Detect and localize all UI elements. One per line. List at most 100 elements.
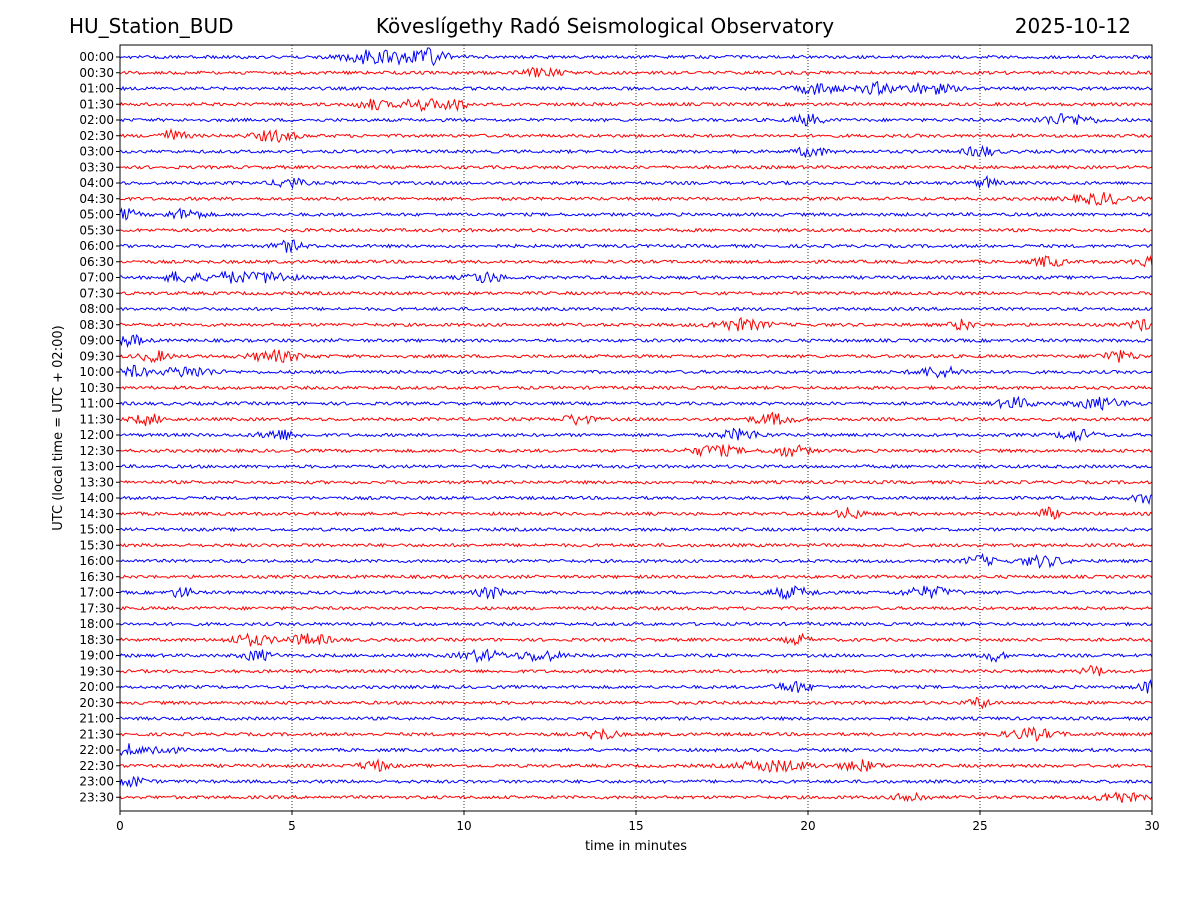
y-tick-label: 10:00: [79, 365, 114, 379]
trace-2000: [119, 678, 1153, 694]
y-tick-label: 17:30: [79, 601, 114, 615]
trace-0730: [119, 290, 1153, 296]
y-tick-label: 19:30: [79, 664, 114, 678]
trace-1330: [119, 479, 1153, 485]
y-tick-label: 23:30: [79, 790, 114, 804]
y-tick-label: 22:30: [79, 759, 114, 773]
trace-0900: [119, 333, 1153, 349]
y-tick-label: 10:30: [79, 381, 114, 395]
trace-0430: [119, 192, 1153, 207]
x-tick-label: 0: [116, 819, 124, 833]
trace-0400: [119, 174, 1153, 190]
y-tick-label: 07:00: [79, 271, 114, 285]
y-tick-label: 22:00: [79, 743, 114, 757]
trace-1600: [119, 552, 1153, 569]
trace-2300: [119, 775, 1153, 788]
y-tick-label: 02:00: [79, 113, 114, 127]
y-tick-label: 19:00: [79, 649, 114, 663]
trace-0200: [119, 113, 1153, 127]
trace-1700: [119, 585, 1153, 601]
chart-date: 2025-10-12: [1014, 14, 1131, 38]
trace-0500: [119, 207, 1153, 221]
y-tick-label: 17:00: [79, 586, 114, 600]
y-tick-label: 03:00: [79, 145, 114, 159]
y-tick-label: 11:00: [79, 397, 114, 411]
y-tick-label: 20:30: [79, 696, 114, 710]
y-axis-label: UTC (local time = UTC + 02:00): [51, 325, 66, 530]
y-tick-label: 12:30: [79, 444, 114, 458]
trace-0630: [119, 254, 1153, 268]
trace-0000: [119, 47, 1153, 67]
y-tick-label: 20:00: [79, 680, 114, 694]
trace-1030: [119, 385, 1153, 391]
trace-0300: [119, 144, 1153, 158]
trace-1930: [119, 665, 1153, 677]
y-tick-label: 04:00: [79, 176, 114, 190]
trace-0800: [119, 306, 1153, 312]
y-tick-label: 08:30: [79, 318, 114, 332]
trace-0230: [119, 127, 1153, 144]
x-tick-label: 15: [628, 819, 643, 833]
y-tick-label: 09:00: [79, 334, 114, 348]
y-tick-label: 14:30: [79, 507, 114, 521]
y-tick-label: 09:30: [79, 349, 114, 363]
trace-2100: [119, 715, 1153, 722]
x-tick-label: 5: [288, 819, 296, 833]
trace-layer: [119, 47, 1153, 803]
trace-0830: [119, 316, 1153, 333]
chart-title: Köveslígethy Radó Seismological Observat…: [375, 14, 835, 38]
y-tick-label: 21:00: [79, 712, 114, 726]
trace-1230: [119, 443, 1153, 458]
trace-1500: [119, 526, 1153, 533]
trace-1300: [120, 463, 1153, 470]
trace-1430: [119, 506, 1153, 520]
trace-1630: [119, 574, 1153, 580]
y-tick-label: 01:00: [79, 82, 114, 96]
y-tick-label: 07:30: [79, 286, 114, 300]
y-tick-label: 23:00: [79, 775, 114, 789]
trace-0700: [119, 270, 1153, 284]
trace-0600: [119, 239, 1153, 253]
y-tick-label: 11:30: [79, 412, 114, 426]
trace-2030: [119, 696, 1153, 710]
trace-1730: [119, 605, 1153, 611]
y-tick-label: 15:30: [79, 538, 114, 552]
x-tick-label: 10: [456, 819, 471, 833]
x-tick-label: 25: [972, 819, 987, 833]
y-tick-label: 02:30: [79, 129, 114, 143]
trace-1200: [119, 427, 1153, 443]
trace-1000: [119, 364, 1153, 379]
y-tick-label: 04:30: [79, 192, 114, 206]
trace-0930: [119, 348, 1153, 364]
trace-0330: [119, 164, 1153, 170]
trace-2200: [119, 743, 1153, 757]
trace-1400: [119, 494, 1153, 505]
trace-1800: [119, 621, 1153, 627]
trace-2130: [119, 726, 1153, 742]
x-tick-label: 30: [1144, 819, 1159, 833]
y-tick-label: 13:30: [79, 475, 114, 489]
x-tick-label: 20: [800, 819, 815, 833]
trace-1830: [119, 632, 1153, 647]
trace-0530: [119, 227, 1153, 233]
y-tick-label: 18:00: [79, 617, 114, 631]
y-tick-label: 00:00: [79, 50, 114, 64]
y-tick-label: 21:30: [79, 727, 114, 741]
y-tick-label: 12:00: [79, 428, 114, 442]
trace-1900: [119, 648, 1153, 664]
y-tick-label: 06:00: [79, 239, 114, 253]
x-tick-labels: 0 5 10 15 20 25 30: [116, 811, 1160, 833]
y-tick-label: 06:30: [79, 255, 114, 269]
trace-2230: [119, 758, 1153, 774]
trace-0100: [119, 80, 1153, 97]
y-tick-label: 18:30: [79, 633, 114, 647]
y-tick-label: 16:30: [79, 570, 114, 584]
trace-2330: [119, 791, 1153, 803]
y-tick-label: 03:30: [79, 160, 114, 174]
y-tick-label: 15:00: [79, 523, 114, 537]
station-name: HU_Station_BUD: [69, 14, 234, 38]
y-tick-label: 01:30: [79, 97, 114, 111]
y-tick-label: 05:00: [79, 208, 114, 222]
y-tick-label: 13:00: [79, 460, 114, 474]
